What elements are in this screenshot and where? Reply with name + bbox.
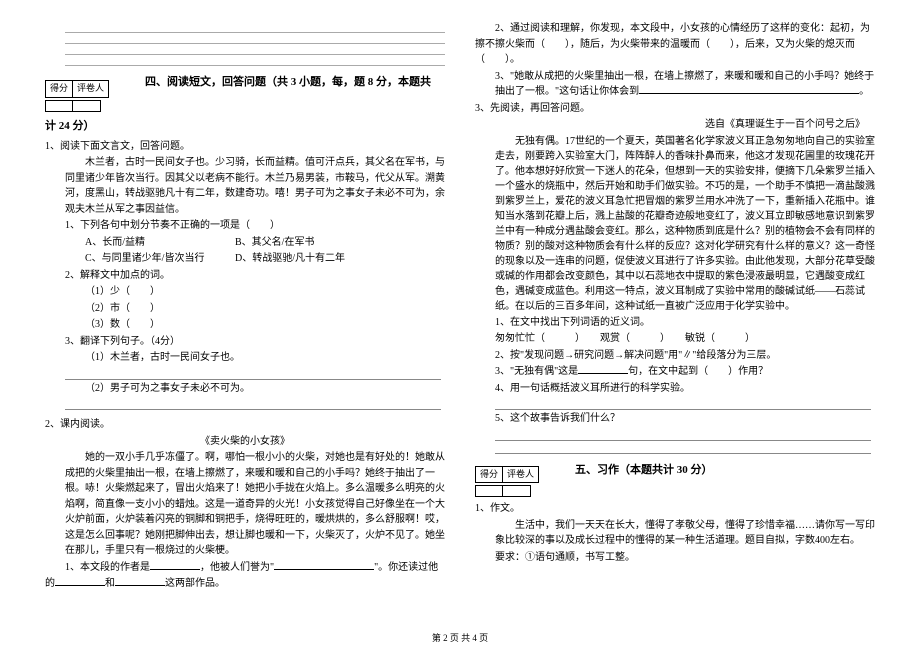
blank xyxy=(55,576,105,586)
answer-line xyxy=(495,428,871,441)
answer-line xyxy=(65,367,441,380)
q1-2c: （3）数（ ） xyxy=(45,317,445,333)
score-box-5-blank xyxy=(475,485,531,497)
section-5-header: 得分 评卷人 五、习作（本题共计 30 分） xyxy=(475,460,875,487)
r-q3: 3、"她敢从成把的火柴里抽出一根，在墙上擦燃了，来暖和暖和自己的小手吗？她终于抽… xyxy=(475,69,875,100)
r3-2: 2、按"发现问题→研究问题→解决问题"用"∥"给段落分为三层。 xyxy=(475,348,875,364)
q1-2b: （2）市（ ） xyxy=(45,301,445,317)
section-4-title: 四、阅读短文，回答问题（共 3 小题，每，题 8 分，本题共 xyxy=(145,76,431,88)
opt-a: A、长而/益精 xyxy=(85,235,235,251)
section-5-title: 五、习作（本题共计 30 分） xyxy=(575,462,713,479)
answer-line xyxy=(65,397,441,410)
r3-4: 4、用一句话概括波义耳所进行的科学实验。 xyxy=(475,381,875,397)
q1-2a: （1）少（ ） xyxy=(45,284,445,300)
score-label: 得分 xyxy=(45,80,73,98)
q1-stem: 1、阅读下面文言文，回答问题。 xyxy=(45,139,445,155)
r3-1a: 匆匆忙忙（ ） 观赏（ ） 敏锐（ ） xyxy=(475,331,875,347)
q1-1-row1: A、长而/益精 B、其父名/在军书 xyxy=(45,235,445,251)
score-box-5: 得分 评卷人 xyxy=(475,466,539,484)
blank xyxy=(639,84,859,94)
r3-stem: 3、先阅读，再回答问题。 xyxy=(475,101,875,117)
r3-3: 3、"无独有偶"这是句，在文中起到（ ）作用？ xyxy=(475,364,875,380)
page-body: 得分 评卷人 四、阅读短文，回答问题（共 3 小题，每，题 8 分，本题共 计 … xyxy=(0,0,920,620)
opt-b: B、其父名/在军书 xyxy=(235,235,314,251)
q1-3b: （2）男子可为之事女子未必不可为。 xyxy=(45,381,445,397)
r-q2: 2、通过阅读和理解，你发现，本文段中，小女孩的心情经历了这样的变化：起初，为擦不… xyxy=(475,21,875,68)
q2-stem: 2、课内阅读。 xyxy=(45,417,445,433)
blank xyxy=(578,364,628,374)
opt-c: C、与同里诸少年/皆次当行 xyxy=(85,251,235,267)
r3-5: 5、这个故事告诉我们什么？ xyxy=(475,411,875,427)
answer-line xyxy=(495,397,871,410)
grader-label: 评卷人 xyxy=(73,80,109,98)
score-box-4: 得分 评卷人 xyxy=(45,80,109,98)
essay-q1: 1、作文。 xyxy=(475,501,875,517)
q1-3: 3、翻译下列句子。（4分） xyxy=(45,334,445,350)
r3-passage: 无独有偶。17世纪的一个夏天，英国著名化学家波义耳正急匆匆地向自己的实验室走去，… xyxy=(475,134,875,314)
q2-1-cont: 的和这两部作品。 xyxy=(45,576,445,592)
score-empty-row-5 xyxy=(475,486,875,500)
page-footer: 第 2 页 共 4 页 xyxy=(0,631,920,644)
r3-source: 选自《真理诞生于一百个问号之后》 xyxy=(475,117,875,133)
q2-title: 《卖火柴的小女孩》 xyxy=(45,434,445,450)
opt-d: D、转战驱驰/凡十有二年 xyxy=(235,251,345,267)
score-empty-row xyxy=(45,101,445,115)
q1-2: 2、解释文中加点的词。 xyxy=(45,268,445,284)
grader-label: 评卷人 xyxy=(503,466,539,484)
section-4-header: 得分 评卷人 四、阅读短文，回答问题（共 3 小题，每，题 8 分，本题共 xyxy=(45,74,445,101)
q1-passage: 木兰者，古时一民间女子也。少习骑，长而益精。值可汗点兵，其父名在军书，与同里诸少… xyxy=(45,155,445,217)
q2-passage: 她的一双小手几乎冻僵了。啊，哪怕一根小小的火柴，对她也是有好处的！她敢从成把的火… xyxy=(45,450,445,559)
blank xyxy=(150,560,200,570)
q2-1: 1、本文段的作者是，他被人们誉为""。你还读过他 xyxy=(45,560,445,576)
essay-prompt: 生活中，我们一天天在长大，懂得了孝敬父母，懂得了珍惜幸福……请你写一写印象比较深… xyxy=(475,518,875,549)
blank xyxy=(274,560,374,570)
blank-lines-top xyxy=(65,22,445,66)
q1-1: 1、下列各句中划分节奏不正确的一项是（ ） xyxy=(45,218,445,234)
q1-1-row2: C、与同里诸少年/皆次当行 D、转战驱驰/凡十有二年 xyxy=(45,251,445,267)
answer-line xyxy=(495,441,871,454)
right-column: 2、通过阅读和理解，你发现，本文段中，小女孩的心情经历了这样的变化：起初，为擦不… xyxy=(460,20,890,620)
blank xyxy=(115,576,165,586)
essay-req: 要求：①语句通顺，书写工整。 xyxy=(475,550,875,566)
r3-1: 1、在文中找出下列词语的近义词。 xyxy=(475,315,875,331)
section-4-title-cont: 计 24 分） xyxy=(45,118,445,135)
left-column: 得分 评卷人 四、阅读短文，回答问题（共 3 小题，每，题 8 分，本题共 计 … xyxy=(30,20,460,620)
score-label: 得分 xyxy=(475,466,503,484)
score-box-4-blank xyxy=(45,100,101,112)
q1-3a: （1）木兰者，古时一民间女子也。 xyxy=(45,350,445,366)
